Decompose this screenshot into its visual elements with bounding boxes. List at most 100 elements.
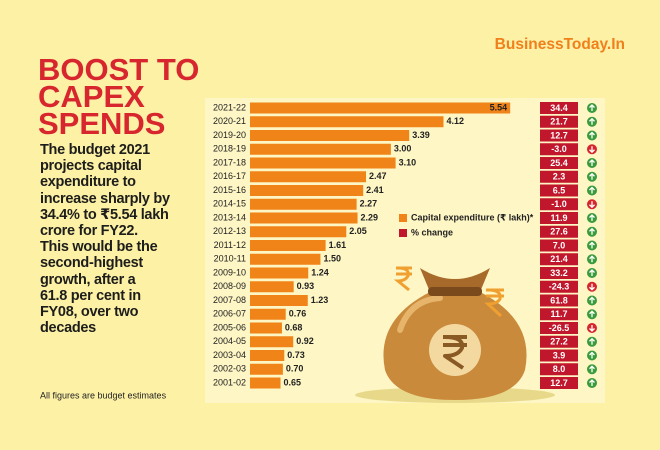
up-arrow xyxy=(587,295,597,306)
arrow-glyph xyxy=(589,214,595,221)
y-tick-label: 2012-13 xyxy=(213,226,246,236)
down-arrow xyxy=(587,281,597,292)
change-label: 6.5 xyxy=(553,185,566,195)
change-box xyxy=(540,280,578,293)
value-label: 1.24 xyxy=(311,267,329,277)
description-line: This would be the xyxy=(40,239,158,256)
value-label: 0.73 xyxy=(287,350,305,360)
description-line: decades xyxy=(40,320,96,337)
bar xyxy=(250,157,396,169)
value-label: 1.61 xyxy=(329,240,347,250)
value-label: 0.65 xyxy=(284,377,302,387)
change-box xyxy=(540,363,578,376)
down-arrow xyxy=(587,323,597,333)
change-box xyxy=(540,335,578,348)
up-arrow xyxy=(587,350,597,361)
title-line: CAPEX xyxy=(38,79,145,114)
description-line: growth, after a xyxy=(40,271,136,288)
y-tick-label: 2013-14 xyxy=(213,212,246,222)
bar xyxy=(250,281,294,293)
change-box xyxy=(540,115,578,128)
arrow-glyph xyxy=(589,337,595,345)
y-tick-label: 2009-10 xyxy=(213,267,246,277)
change-label: 21.4 xyxy=(550,254,568,264)
bar xyxy=(250,212,358,224)
value-label: 1.50 xyxy=(323,254,341,264)
value-label: 0.93 xyxy=(297,281,315,291)
change-label: -3.0 xyxy=(551,144,567,154)
y-tick-label: 2015-16 xyxy=(213,185,246,195)
bar xyxy=(250,308,286,320)
arrow-glyph xyxy=(589,325,595,332)
arrow-glyph xyxy=(589,269,595,276)
legend-label: Capital expenditure (₹ lakh)* xyxy=(411,212,534,222)
y-tick-label: 2017-18 xyxy=(213,157,246,167)
arrow-glyph xyxy=(589,241,595,249)
value-label: 2.27 xyxy=(360,199,378,209)
y-tick-label: 2004-05 xyxy=(213,336,246,346)
bar xyxy=(250,171,367,183)
change-label: 2.3 xyxy=(553,172,566,182)
bar xyxy=(250,198,357,210)
change-box xyxy=(540,239,578,252)
money-bag xyxy=(355,266,555,403)
change-label: -1.0 xyxy=(551,199,567,209)
change-label: 34.4 xyxy=(550,103,568,113)
bar xyxy=(250,336,294,348)
change-box xyxy=(540,212,578,224)
value-label: 2.47 xyxy=(369,171,387,181)
bar xyxy=(250,253,321,265)
arrow-glyph xyxy=(589,379,595,386)
value-label: 2.29 xyxy=(361,212,379,222)
title: BOOST TO CAPEX SPENDS xyxy=(38,52,199,141)
bar xyxy=(250,295,308,306)
up-arrow xyxy=(587,309,597,320)
down-arrow xyxy=(587,144,597,155)
arrow-glyph xyxy=(589,131,595,139)
arrow-glyph xyxy=(589,146,595,154)
change-label: 27.6 xyxy=(550,227,568,237)
bar xyxy=(250,143,391,155)
description-line: 61.8 per cent in xyxy=(40,287,141,304)
arrow-glyph xyxy=(589,201,595,209)
description-line: expenditure to xyxy=(40,174,136,191)
value-label: 0.68 xyxy=(285,322,303,332)
up-arrow xyxy=(587,185,597,196)
arrow-glyph xyxy=(589,365,595,373)
change-label: 27.2 xyxy=(550,337,568,347)
value-label: 0.76 xyxy=(289,309,307,319)
value-label: 3.39 xyxy=(412,130,430,140)
up-arrow xyxy=(587,254,597,265)
change-box xyxy=(540,253,578,266)
change-label: 7.0 xyxy=(553,240,566,250)
up-arrow xyxy=(587,158,597,168)
description-line: crore for FY22. xyxy=(40,223,138,240)
title-line: BOOST TO xyxy=(38,52,199,87)
change-box xyxy=(540,377,578,389)
description-line: projects capital xyxy=(40,158,142,175)
value-label: 3.10 xyxy=(399,157,417,167)
value-label: 0.70 xyxy=(286,364,304,374)
change-label: 21.7 xyxy=(550,117,568,127)
change-label: -24.3 xyxy=(549,282,570,292)
arrow-glyph xyxy=(589,186,595,194)
up-arrow xyxy=(587,240,597,251)
change-box xyxy=(540,157,578,169)
change-box xyxy=(540,170,578,183)
arrow-glyph xyxy=(589,172,595,180)
up-arrow xyxy=(587,130,597,141)
up-arrow xyxy=(587,378,597,388)
description: The budget 2021 projects capital expenditu… xyxy=(40,142,225,336)
value-label: 2.05 xyxy=(349,226,367,236)
description-line: second-highest xyxy=(40,255,143,272)
change-box xyxy=(540,294,578,307)
up-arrow xyxy=(587,171,597,182)
y-tick-label: 2014-15 xyxy=(213,199,246,209)
bar xyxy=(250,226,347,238)
bar xyxy=(250,240,326,251)
arrow-glyph xyxy=(589,227,595,235)
bar xyxy=(250,185,364,196)
y-tick-label: 2019-20 xyxy=(213,130,246,140)
up-arrow xyxy=(587,268,597,278)
